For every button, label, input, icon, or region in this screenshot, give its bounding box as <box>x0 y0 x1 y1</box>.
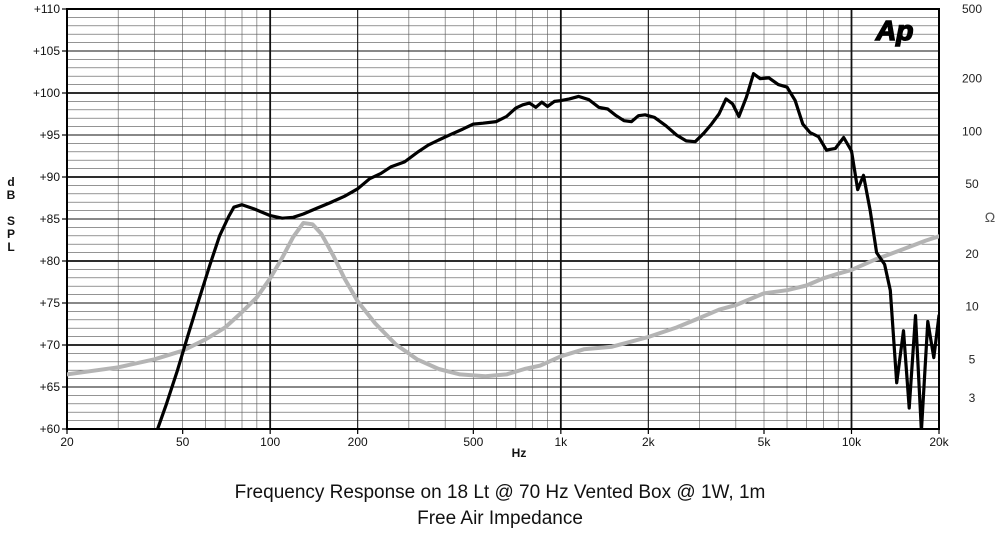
x-tick-label: 100 <box>260 435 280 449</box>
left-axis-label-char: P <box>7 227 15 241</box>
left-axis-label-char: d <box>7 175 14 189</box>
x-tick-label: 2k <box>642 435 656 449</box>
frequency-response-chart: +110 +105 +100 +95 +90 +85 +80 +75 +70 +65 +60 500 2… <box>7 2 996 460</box>
y-right-tick-label: 5 <box>969 352 976 366</box>
y-right-tick-label: 20 <box>965 247 979 261</box>
y-right-tick-label: 100 <box>962 124 982 138</box>
y-right-tick-label: 3 <box>969 391 976 405</box>
y-left-tick-label: +110 <box>34 2 60 16</box>
chart-curves <box>67 72 939 429</box>
x-tick-label: 20 <box>60 435 74 449</box>
x-tick-label: 10k <box>842 435 862 449</box>
left-axis-label-char: S <box>7 214 15 228</box>
y-left-tick-label: +105 <box>33 44 60 58</box>
y-right-tick-label: 10 <box>965 300 979 314</box>
chart-subtitle: Free Air Impedance <box>417 508 583 529</box>
y-left-tick-label: +65 <box>40 380 61 394</box>
x-tick-label: 1k <box>554 435 568 449</box>
spl-curve <box>156 72 939 429</box>
y-left-tick-label: +75 <box>40 296 61 310</box>
left-axis-label-char: L <box>7 240 14 254</box>
ap-logo: Ap <box>874 14 914 47</box>
x-tick-label: 5k <box>758 435 772 449</box>
x-tick-label: 20k <box>929 435 949 449</box>
chart-title: Frequency Response on 18 Lt @ 70 Hz Vent… <box>234 482 766 503</box>
y-left-tick-label: +85 <box>40 212 61 226</box>
y-left-tick-label: +90 <box>40 170 61 184</box>
y-left-tick-label: +70 <box>40 338 61 352</box>
left-axis-label-char: B <box>7 188 16 202</box>
x-tick-label: 50 <box>176 435 190 449</box>
chart-grid <box>66 8 940 430</box>
y-left-tick-label: +95 <box>40 128 61 142</box>
x-axis-label: Hz <box>512 446 527 460</box>
ap-logo-text: Ap <box>875 15 913 46</box>
y-left-tick-label: +100 <box>33 86 60 100</box>
x-tick-label: 200 <box>348 435 368 449</box>
y-left-tick-label: +60 <box>40 422 61 436</box>
y-right-tick-label: 200 <box>962 72 982 86</box>
y-right-tick-label: 500 <box>962 2 982 16</box>
x-tick-label: 500 <box>463 435 483 449</box>
impedance-curve <box>67 221 939 379</box>
y-right-tick-label: 50 <box>965 177 979 191</box>
right-axis-label: Ω <box>985 209 995 225</box>
chart-tick-labels: +110 +105 +100 +95 +90 +85 +80 +75 +70 +65 +60 500 2… <box>33 2 982 449</box>
y-left-tick-label: +80 <box>40 254 61 268</box>
